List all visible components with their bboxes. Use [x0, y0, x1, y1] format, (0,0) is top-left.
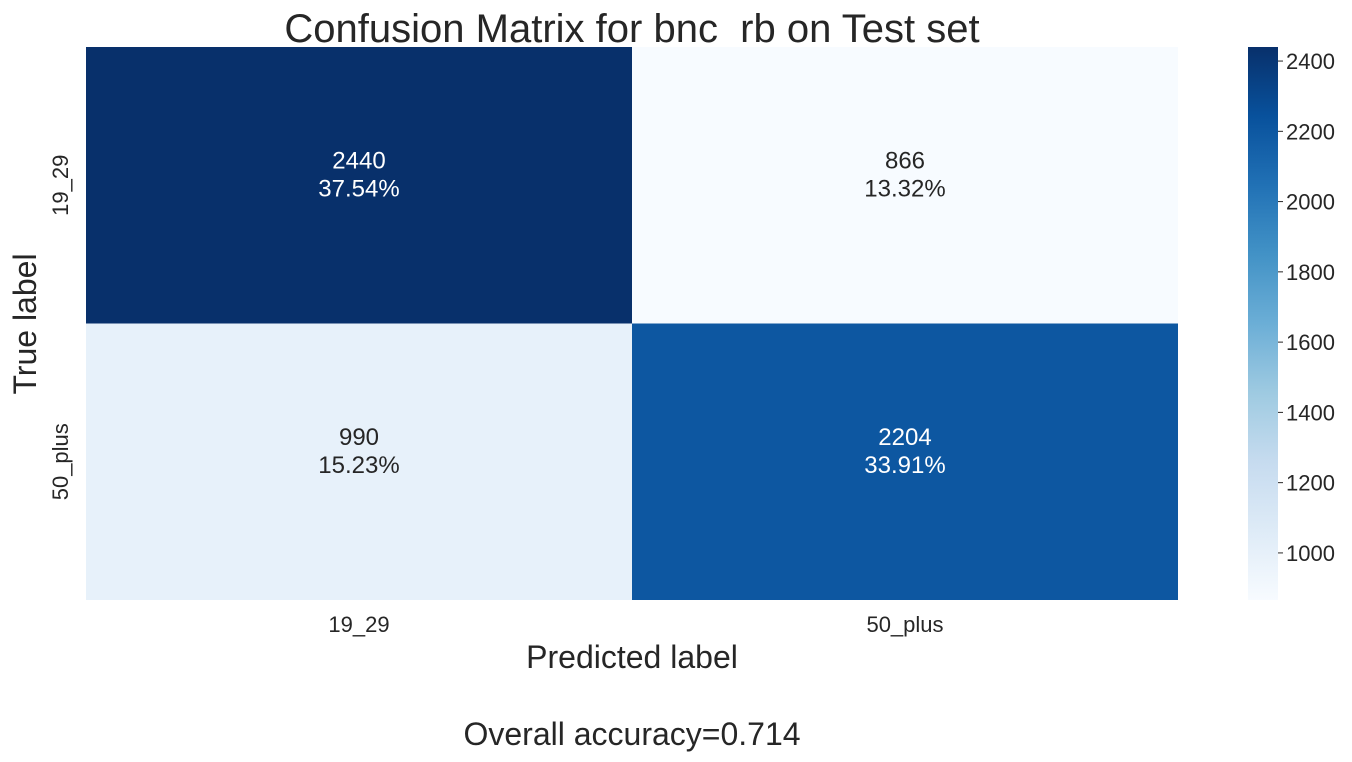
- x-tick-1: 50_plus: [866, 612, 943, 637]
- colorbar-tick-label-2: 1400: [1286, 400, 1335, 425]
- cell-1-0: [86, 323, 632, 600]
- x-tick-labels: 19_29 50_plus: [328, 612, 943, 637]
- cell-count-0-1: 866: [885, 147, 925, 174]
- chart-title: Confusion Matrix for bnc_rb on Test set: [284, 7, 979, 51]
- cell-percent-1-0: 15.23%: [318, 452, 399, 479]
- colorbar-ticks: 1000 1200 1400 1600 1800 2000 2200 2400: [1278, 49, 1335, 566]
- colorbar-tick-label-0: 1000: [1286, 541, 1335, 566]
- overall-accuracy-text: Overall accuracy=0.714: [463, 716, 800, 752]
- cell-0-0: [86, 47, 632, 324]
- y-tick-0: 19_29: [48, 155, 73, 216]
- x-axis-label: Predicted label: [526, 639, 738, 675]
- colorbar-tick-label-7: 2400: [1286, 49, 1335, 74]
- cell-count-0-0: 2440: [332, 147, 385, 174]
- y-tick-labels: 19_29 50_plus: [48, 155, 73, 501]
- cell-percent-1-1: 33.91%: [864, 452, 945, 479]
- colorbar-tick-label-6: 2200: [1286, 119, 1335, 144]
- cell-count-1-1: 2204: [878, 424, 931, 451]
- cell-percent-0-0: 37.54%: [318, 175, 399, 202]
- colorbar-tick-label-4: 1800: [1286, 260, 1335, 285]
- heatmap-cells: [86, 47, 1178, 600]
- cell-count-1-0: 990: [339, 424, 379, 451]
- x-tick-0: 19_29: [328, 612, 389, 637]
- colorbar-tick-label-5: 2000: [1286, 190, 1335, 215]
- y-tick-1: 50_plus: [48, 423, 73, 500]
- y-axis-label: True label: [7, 253, 43, 394]
- cell-0-1: [632, 47, 1178, 324]
- colorbar-tick-label-1: 1200: [1286, 471, 1335, 496]
- cell-percent-0-1: 13.32%: [864, 175, 945, 202]
- colorbar-tick-label-3: 1600: [1286, 330, 1335, 355]
- cell-1-1: [632, 323, 1178, 600]
- colorbar: [1248, 47, 1278, 600]
